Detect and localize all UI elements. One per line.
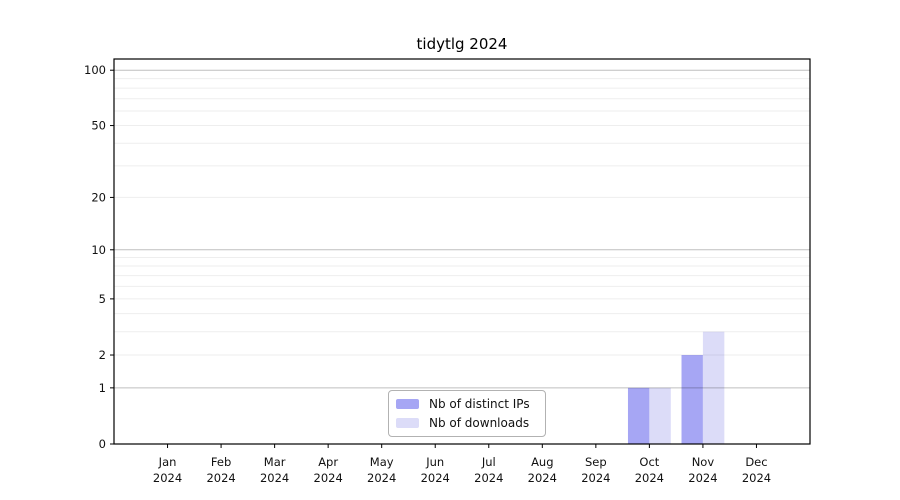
- x-tick-label-year: 2024: [367, 471, 396, 485]
- x-tick-label-month: May: [370, 455, 394, 469]
- x-tick-label-month: Jan: [158, 455, 177, 469]
- legend-item: Nb of downloads: [396, 416, 537, 430]
- y-tick-label: 5: [99, 292, 106, 306]
- x-tick-label-month: Dec: [745, 455, 767, 469]
- x-tick-label-year: 2024: [206, 471, 235, 485]
- x-tick-label-year: 2024: [421, 471, 450, 485]
- bar-series-1-month-Oct: [649, 387, 671, 444]
- x-tick-label-year: 2024: [528, 471, 557, 485]
- x-tick-label-month: Oct: [639, 455, 659, 469]
- chart-title: tidytlg 2024: [416, 35, 508, 53]
- bar-series-1-month-Nov: [702, 331, 725, 444]
- y-tick-label: 50: [91, 119, 106, 133]
- x-tick-label-year: 2024: [688, 471, 717, 485]
- x-tick-label-year: 2024: [153, 471, 182, 485]
- x-tick-label-month: Apr: [318, 455, 338, 469]
- legend-label-distinct-ips: Nb of distinct IPs: [429, 397, 530, 411]
- x-tick-label-year: 2024: [260, 471, 289, 485]
- x-tick-label-year: 2024: [474, 471, 503, 485]
- y-tick-label: 100: [84, 63, 106, 77]
- y-tick-label: 20: [91, 190, 106, 204]
- legend-swatch-distinct-ips: [396, 399, 419, 409]
- bar-series-0-month-Oct: [627, 387, 650, 444]
- x-tick-label-year: 2024: [635, 471, 664, 485]
- legend-item: Nb of distinct IPs: [396, 397, 537, 411]
- x-tick-label-year: 2024: [742, 471, 771, 485]
- x-tick-label-month: Mar: [264, 455, 286, 469]
- y-tick-label: 0: [99, 437, 106, 451]
- x-tick-label-month: Nov: [692, 455, 715, 469]
- x-tick-label-month: Jun: [425, 455, 444, 469]
- y-tick-label: 2: [99, 348, 106, 362]
- x-tick-label-year: 2024: [314, 471, 343, 485]
- y-tick-label: 10: [91, 243, 106, 257]
- bar-series-0-month-Nov: [681, 355, 703, 444]
- y-tick-label: 1: [99, 381, 106, 395]
- x-tick-label-year: 2024: [581, 471, 610, 485]
- x-tick-label-month: Jul: [481, 455, 496, 469]
- legend: Nb of distinct IPs Nb of downloads: [388, 390, 546, 437]
- legend-label-downloads: Nb of downloads: [429, 416, 530, 430]
- plot-frame: [113, 58, 811, 445]
- x-tick-label-month: Feb: [211, 455, 231, 469]
- x-tick-label-month: Sep: [585, 455, 607, 469]
- legend-swatch-downloads: [396, 418, 419, 428]
- x-tick-label-month: Aug: [531, 455, 553, 469]
